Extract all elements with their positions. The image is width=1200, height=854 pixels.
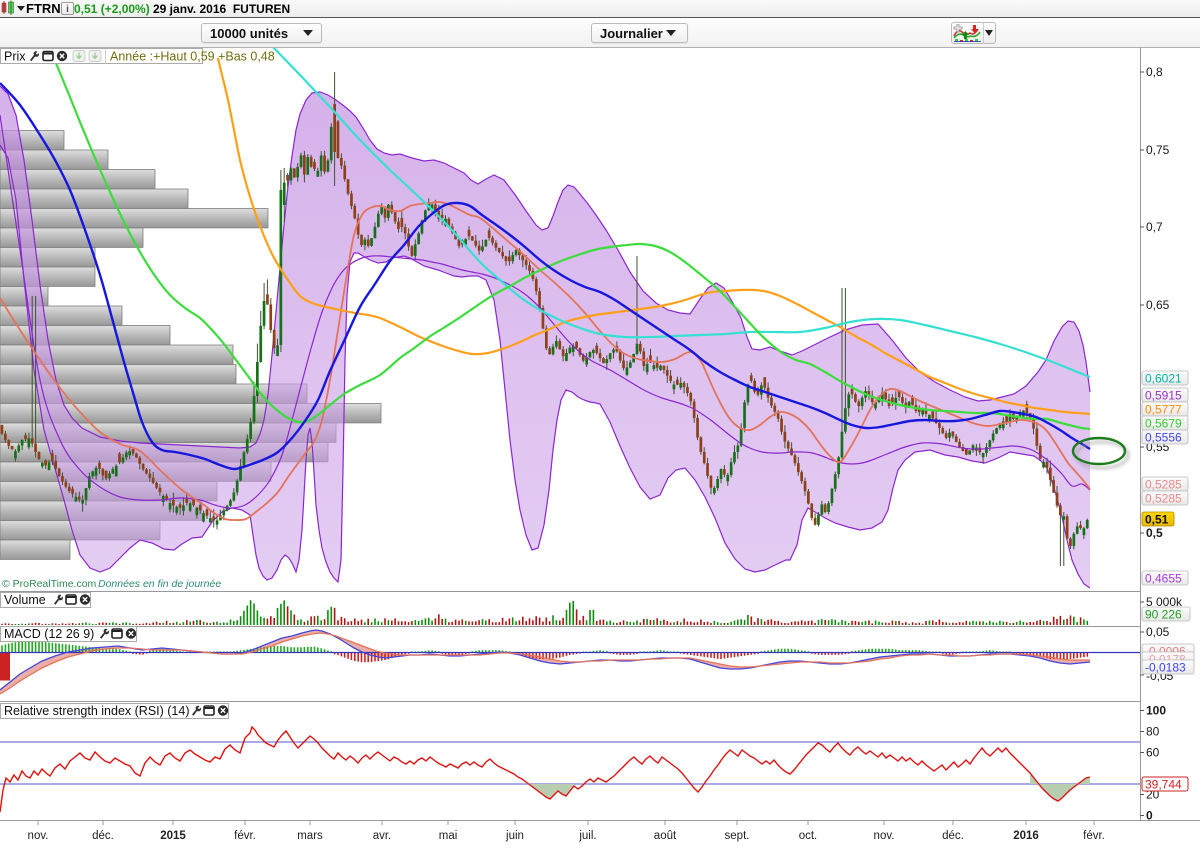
svg-text:juil.: juil.: [578, 830, 596, 842]
svg-text:0,51: 0,51: [1145, 513, 1169, 527]
svg-text:Prix: Prix: [4, 50, 26, 64]
svg-text:0,4655: 0,4655: [1145, 572, 1182, 586]
svg-text:nov.: nov.: [874, 830, 895, 842]
svg-text:0,5915: 0,5915: [1145, 389, 1182, 403]
svg-text:juin: juin: [505, 830, 524, 842]
svg-text:0: 0: [1146, 809, 1153, 823]
svg-text:2015: 2015: [160, 830, 186, 842]
svg-text:-0,0183: -0,0183: [1145, 661, 1186, 675]
svg-text:100: 100: [1146, 704, 1166, 718]
svg-text:août: août: [654, 830, 677, 842]
svg-text:févr.: févr.: [234, 830, 256, 842]
svg-text:0,6021: 0,6021: [1145, 372, 1182, 386]
svg-text:90 226: 90 226: [1145, 608, 1182, 622]
svg-text:0,5: 0,5: [1146, 526, 1163, 540]
svg-text:oct.: oct.: [799, 830, 818, 842]
svg-text:avr.: avr.: [373, 830, 392, 842]
svg-text:févr.: févr.: [1083, 830, 1105, 842]
svg-text:Année :+Haut 0,59 +Bas 0,48: Année :+Haut 0,59 +Bas 0,48: [110, 50, 275, 64]
svg-text:60: 60: [1146, 746, 1160, 760]
svg-text:MACD (12 26 9): MACD (12 26 9): [4, 627, 94, 641]
svg-text:0,7: 0,7: [1146, 220, 1163, 234]
svg-text:5 000k: 5 000k: [1146, 595, 1183, 609]
svg-text:0,75: 0,75: [1146, 143, 1170, 157]
svg-text:0,8: 0,8: [1146, 65, 1163, 79]
svg-text:0,5556: 0,5556: [1145, 431, 1182, 445]
svg-text:0,65: 0,65: [1146, 298, 1170, 312]
svg-text:2016: 2016: [1013, 830, 1039, 842]
svg-text:sept.: sept.: [725, 830, 750, 842]
svg-text:mai: mai: [439, 830, 458, 842]
svg-text:mars: mars: [297, 830, 323, 842]
svg-text:déc.: déc.: [942, 830, 964, 842]
svg-text:0,5777: 0,5777: [1145, 403, 1182, 417]
svg-text:déc.: déc.: [92, 830, 114, 842]
svg-text:80: 80: [1146, 725, 1160, 739]
svg-text:39,744: 39,744: [1145, 778, 1182, 792]
svg-text:0,05: 0,05: [1146, 625, 1170, 639]
svg-text:0,5285: 0,5285: [1145, 492, 1182, 506]
svg-text:© ProRealTime.com: © ProRealTime.com: [2, 578, 97, 590]
svg-text:0,5285: 0,5285: [1145, 478, 1182, 492]
svg-text:0,5679: 0,5679: [1145, 417, 1182, 431]
svg-text:nov.: nov.: [28, 830, 49, 842]
svg-text:Données en fin de journée: Données en fin de journée: [98, 578, 221, 590]
svg-text:Relative strength index (RSI): Relative strength index (RSI) (14): [4, 704, 190, 718]
svg-text:Volume: Volume: [4, 593, 46, 607]
